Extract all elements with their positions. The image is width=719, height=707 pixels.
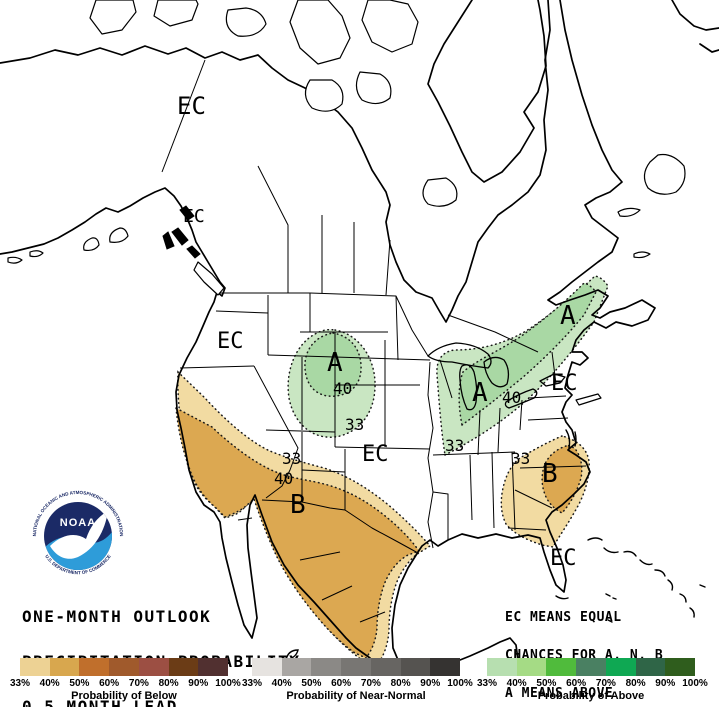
label-a-lakes: A	[472, 378, 488, 408]
label-40-southwest: 40	[274, 469, 293, 488]
tick-label: 50%	[536, 678, 557, 689]
label-33-lakes: 33	[445, 436, 464, 455]
region-above-40-central	[304, 332, 362, 397]
below-swatch-90	[198, 658, 229, 676]
near-swatches	[252, 658, 461, 676]
above-swatch-40	[516, 658, 547, 676]
tick-label: 40%	[271, 678, 292, 689]
above-swatches	[487, 658, 696, 676]
tick-label: 80%	[625, 678, 646, 689]
legend-bar-near-normal: 33% 40% 50% 60% 70% 80% 90% 100% Probabi…	[242, 658, 473, 702]
below-swatch-70	[138, 658, 169, 676]
tick-label: 50%	[69, 678, 90, 689]
tick-label: 70%	[128, 678, 149, 689]
tick-label: 90%	[655, 678, 676, 689]
tick-label: 33%	[9, 678, 31, 689]
near-ticks: 33% 40% 50% 60% 70% 80% 90% 100%	[242, 676, 473, 689]
title-line-3: 0.5 MONTH LEAD	[22, 697, 178, 707]
below-swatch-40	[49, 658, 80, 676]
note-line-1: EC MEANS EQUAL	[505, 609, 622, 625]
label-ec-northeast: EC	[551, 371, 578, 396]
legend-bar-above: 33% 40% 50% 60% 70% 80% 90% 100% Probabi…	[477, 658, 708, 702]
near-swatch-50	[311, 658, 342, 676]
tick-label: 100%	[447, 678, 473, 689]
label-40-lakes: 40	[502, 388, 521, 407]
tick-label: 70%	[360, 678, 381, 689]
label-b-southeast: B	[542, 459, 558, 489]
tick-label: 60%	[331, 678, 352, 689]
label-a-northeast: A	[560, 301, 576, 331]
below-swatch-50	[79, 658, 110, 676]
above-swatch-33	[487, 658, 517, 676]
above-swatch-60	[576, 658, 606, 676]
label-33-southeast: 33	[511, 449, 530, 468]
label-ec-west: EC	[217, 329, 244, 354]
label-ec-florida: EC	[550, 546, 577, 571]
near-swatch-40	[281, 658, 312, 676]
region-above-40-lakes	[458, 282, 597, 427]
above-swatch-70	[605, 658, 636, 676]
tick-label: 80%	[158, 678, 179, 689]
below-caption: Probability of Below	[71, 690, 177, 702]
state-province-borders	[161, 59, 587, 623]
atlantic-islands	[575, 153, 686, 406]
noaa-logo-text: NOAA	[60, 517, 96, 529]
tick-label: 50%	[301, 678, 322, 689]
tick-label: 33%	[241, 678, 263, 689]
tick-label: 40%	[506, 678, 527, 689]
below-swatches	[20, 658, 229, 676]
legend-bar-below: 33% 40% 50% 60% 70% 80% 90% 100% Probabi…	[10, 658, 241, 702]
label-33-central: 33	[345, 415, 364, 434]
tick-label: 100%	[682, 678, 708, 689]
below-swatch-60	[109, 658, 139, 676]
near-swatch-33	[252, 658, 282, 676]
above-swatch-50	[546, 658, 577, 676]
tick-label: 90%	[188, 678, 209, 689]
near-swatch-60	[341, 658, 371, 676]
tick-label: 60%	[99, 678, 120, 689]
tick-label: 70%	[595, 678, 616, 689]
below-swatch-33	[20, 658, 50, 676]
above-caption: Probability of Above	[537, 690, 645, 702]
label-33-southwest: 33	[282, 449, 301, 468]
near-swatch-70	[370, 658, 401, 676]
above-ticks: 33% 40% 50% 60% 70% 80% 90% 100%	[477, 676, 708, 689]
tick-label: 90%	[420, 678, 441, 689]
label-ec-north: EC	[177, 92, 206, 120]
label-ec-central: EC	[362, 442, 389, 467]
near-swatch-90	[430, 658, 461, 676]
label-a-central: A	[327, 348, 343, 378]
near-caption: Probability of Near-Normal	[286, 690, 426, 702]
caribbean-islands	[555, 537, 706, 623]
arctic-islands	[89, 0, 547, 207]
below-swatch-80	[168, 658, 199, 676]
tick-label: 60%	[566, 678, 587, 689]
tick-label: 33%	[476, 678, 498, 689]
coastline	[0, 0, 719, 669]
region-below-40-southwest	[175, 406, 421, 659]
label-ec-bc: EC	[183, 206, 205, 227]
below-ticks: 33% 40% 50% 60% 70% 80% 90% 100%	[10, 676, 241, 689]
pacific-islands	[7, 205, 225, 296]
note-line-3: A MEANS ABOVE	[505, 686, 614, 702]
great-lakes	[427, 342, 566, 411]
tick-label: 100%	[215, 678, 241, 689]
label-b-southwest: B	[290, 490, 306, 520]
tick-label: 40%	[39, 678, 60, 689]
near-swatch-80	[400, 658, 431, 676]
label-40-central: 40	[333, 379, 352, 398]
noaa-logo: NOAA NATIONAL OCEANIC AND ATMOSPHERIC AD…	[32, 490, 124, 575]
title-line-1: ONE-MONTH OUTLOOK	[22, 607, 212, 626]
tick-label: 80%	[390, 678, 411, 689]
above-swatch-80	[635, 658, 666, 676]
above-swatch-90	[665, 658, 696, 676]
map-annotations: EC EC EC EC EC EC A 40 33 A 40 33 A 33 4…	[177, 92, 578, 571]
noaa-bird-icon	[50, 511, 108, 559]
